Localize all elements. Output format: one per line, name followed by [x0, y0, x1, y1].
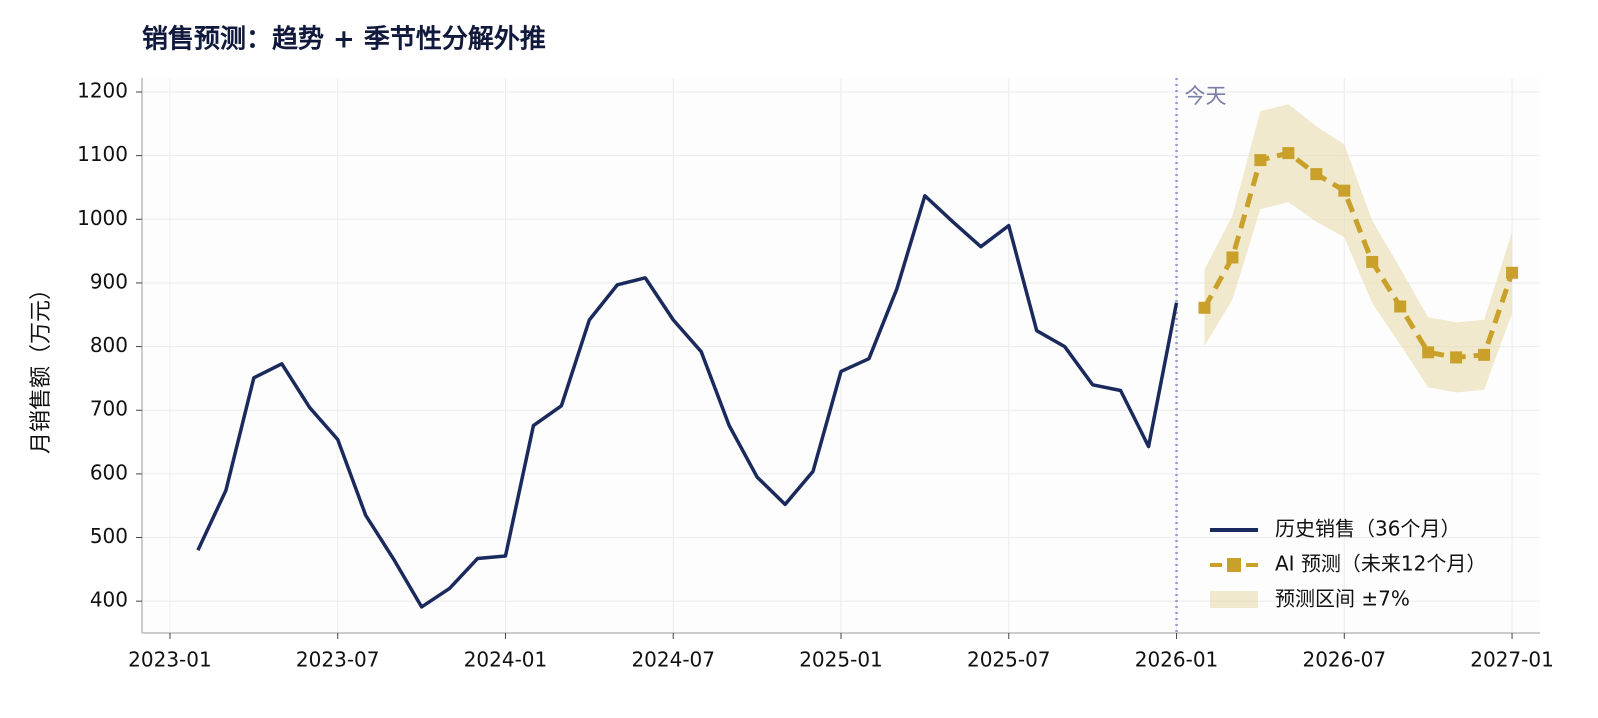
legend-marker — [1227, 558, 1241, 572]
x-tick-label: 2027-01 — [1470, 648, 1554, 672]
forecast-band — [1204, 104, 1513, 393]
annotation: 今天 — [1185, 84, 1227, 108]
point-marker — [1366, 255, 1379, 268]
point-marker — [1450, 351, 1463, 364]
x-tick-label: 2026-07 — [1302, 648, 1386, 672]
point-marker — [1478, 348, 1491, 361]
point-marker — [1254, 154, 1267, 167]
point-marker — [1422, 346, 1435, 359]
series-line — [196, 193, 1179, 609]
legend-label: 历史销售（36个月） — [1275, 517, 1460, 541]
y-tick-label: 800 — [90, 333, 128, 357]
point-marker — [1394, 300, 1407, 313]
x-tick-label: 2025-01 — [799, 648, 883, 672]
legend-label: 预测区间 ±7% — [1275, 587, 1410, 611]
legend-swatch — [1210, 591, 1258, 608]
point-marker — [1226, 251, 1239, 264]
y-tick-label: 900 — [90, 269, 128, 293]
y-tick-label: 400 — [90, 588, 128, 612]
chart-title: 销售预测：趋势 + 季节性分解外推 — [142, 24, 546, 55]
point-marker — [1506, 266, 1519, 279]
x-tick-label: 2023-01 — [128, 648, 212, 672]
point-marker — [1198, 301, 1211, 314]
x-tick-label: 2026-01 — [1135, 648, 1219, 672]
point-marker — [1310, 168, 1323, 181]
y-tick-label: 600 — [90, 460, 128, 484]
point-marker — [1282, 147, 1295, 160]
y-tick-label: 1000 — [77, 206, 128, 230]
y-axis-label: 月销售额（万元） — [29, 278, 54, 454]
y-tick-label: 500 — [90, 524, 128, 548]
y-tick-label: 1100 — [77, 142, 128, 166]
x-tick-label: 2024-07 — [631, 648, 715, 672]
point-marker — [1338, 184, 1351, 197]
y-tick-label: 700 — [90, 397, 128, 421]
x-tick-label: 2023-07 — [296, 648, 380, 672]
x-tick-label: 2025-07 — [967, 648, 1051, 672]
legend-label: AI 预测（未来12个月） — [1275, 552, 1486, 576]
plot — [142, 78, 1540, 633]
y-tick-label: 1200 — [77, 79, 128, 103]
x-tick-label: 2024-01 — [464, 648, 548, 672]
legend: 历史销售（36个月） AI 预测（未来12个月） 预测区间 ±7% — [1210, 517, 1486, 611]
